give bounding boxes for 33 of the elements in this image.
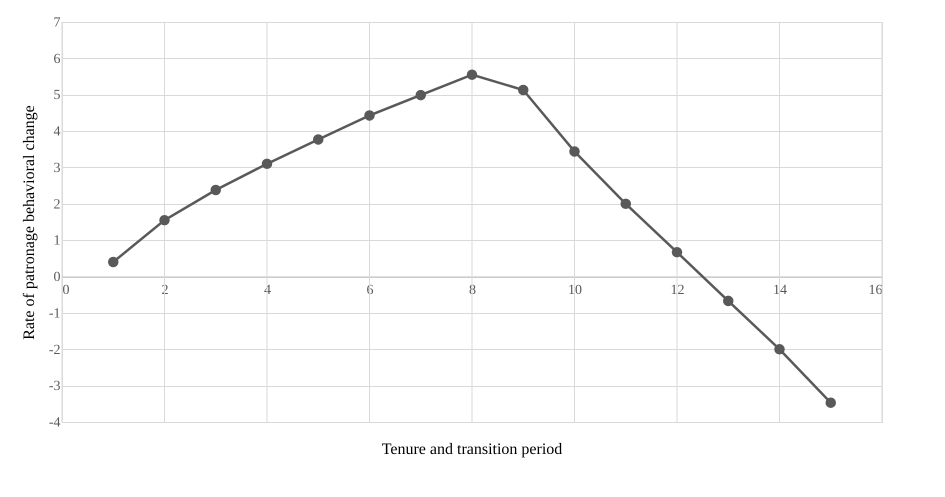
x-tick-label: 10: [568, 283, 582, 298]
y-tick-label: 7: [54, 16, 60, 30]
y-tick-label: 6: [54, 52, 60, 67]
y-tick-label: -1: [48, 306, 60, 322]
point: [364, 110, 375, 121]
y-tick-label: 5: [54, 88, 60, 104]
point: [262, 158, 272, 170]
y-tick-label: -4: [48, 416, 60, 430]
point: [774, 344, 785, 355]
point: [826, 397, 836, 408]
x-tick-label: 14: [773, 283, 787, 298]
y-tick-label: 4: [54, 124, 60, 140]
x-tick-label: 12: [670, 283, 684, 298]
y-tick-label: 2: [54, 197, 60, 212]
point: [108, 256, 118, 268]
point: [569, 146, 580, 157]
y-tick-label: -2: [48, 342, 60, 358]
point: [672, 246, 682, 258]
point: [416, 90, 426, 100]
y-tick-label: 0: [54, 270, 60, 286]
point: [159, 214, 170, 226]
y-axis-title: Rate of patronage behavioral change: [20, 105, 38, 340]
point: [313, 134, 324, 145]
point: [518, 84, 528, 96]
y-tick-label: 1: [54, 234, 60, 249]
y-tick-label: 3: [54, 160, 60, 176]
point: [620, 198, 631, 210]
point: [210, 184, 221, 196]
x-axis-title: Tenure and transition period: [382, 441, 562, 458]
point: [723, 296, 734, 306]
x-tick-label: 16: [868, 283, 882, 298]
y-tick-label: -3: [48, 379, 60, 394]
point: [466, 69, 478, 80]
